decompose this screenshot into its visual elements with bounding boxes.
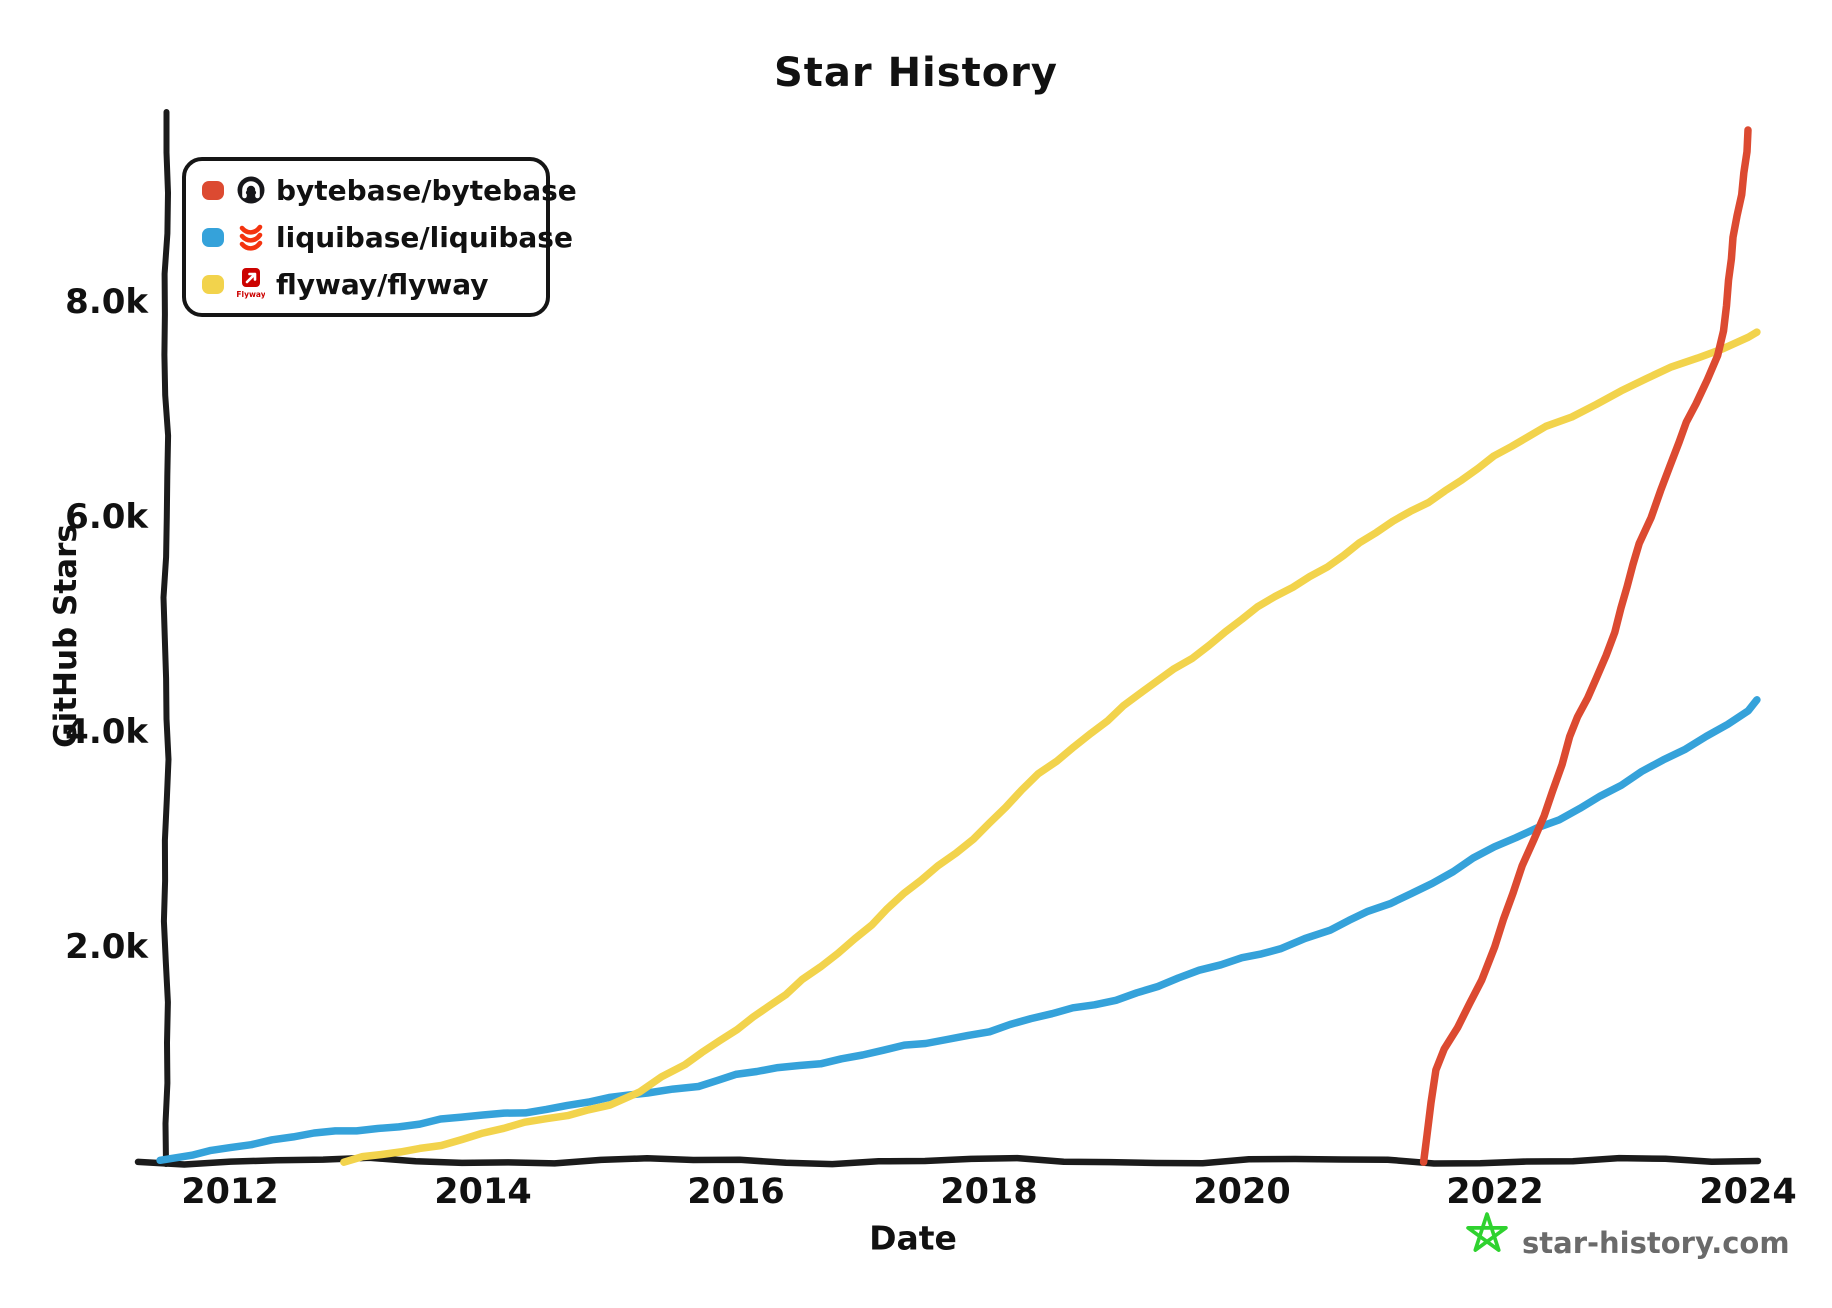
green-doodle-star-icon	[1464, 1210, 1510, 1262]
legend-label-liquibase: liquibase/liquibase	[276, 220, 573, 254]
legend-item-flyway: Flyway flyway/flyway	[202, 265, 546, 303]
y-tick-2000: 2.0k	[65, 927, 148, 967]
series-line-bytebase	[1419, 126, 1752, 1166]
legend-item-bytebase: bytebase/bytebase	[202, 171, 577, 209]
y-tick-8000: 8.0k	[65, 282, 148, 322]
legend-item-liquibase: liquibase/liquibase	[202, 218, 573, 256]
x-tick-2014: 2014	[434, 1172, 532, 1212]
watermark-text: star-history.com	[1522, 1226, 1790, 1260]
liquibase-color-swatch	[202, 227, 224, 247]
x-tick-2020: 2020	[1193, 1172, 1291, 1212]
x-axis-line	[134, 1154, 1762, 1168]
bytebase-avatar-icon	[235, 173, 267, 207]
flyway-logo-icon: Flyway	[235, 267, 267, 301]
series-line-flyway	[340, 328, 1761, 1166]
series-line-liquibase	[156, 696, 1761, 1165]
x-axis-title: Date	[869, 1218, 957, 1258]
legend-label-flyway: flyway/flyway	[276, 267, 489, 301]
x-tick-2018: 2018	[940, 1172, 1038, 1212]
legend: bytebase/bytebase liquibase/liquibase Fl…	[182, 157, 577, 317]
legend-label-bytebase: bytebase/bytebase	[276, 173, 577, 207]
y-tick-4000: 4.0k	[65, 712, 148, 752]
x-tick-2024: 2024	[1699, 1172, 1797, 1212]
flyway-color-swatch	[202, 274, 224, 294]
svg-text:Flyway: Flyway	[237, 290, 265, 299]
bytebase-color-swatch	[202, 180, 224, 200]
x-tick-2012: 2012	[181, 1172, 279, 1212]
chart-title: Star History	[774, 50, 1058, 96]
y-tick-6000: 6.0k	[65, 497, 148, 537]
x-tick-2016: 2016	[687, 1172, 785, 1212]
y-axis-line	[160, 109, 172, 1167]
liquibase-logo-icon	[235, 220, 267, 254]
x-tick-2022: 2022	[1446, 1172, 1544, 1212]
